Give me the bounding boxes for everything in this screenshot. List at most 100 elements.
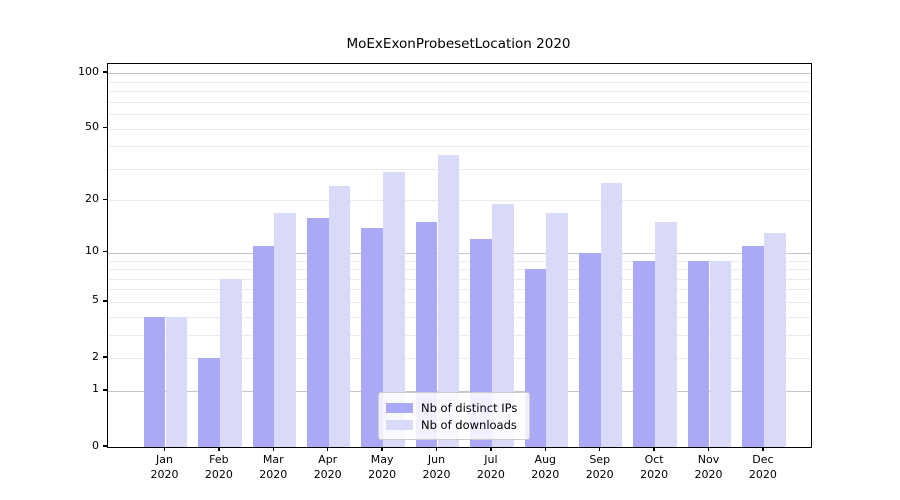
minor-gridline [108, 316, 811, 318]
legend-item-ips: Nb of distinct IPs [386, 399, 521, 416]
x-axis-tick-mark [490, 447, 492, 451]
x-axis-tick-mark [653, 447, 655, 451]
x-tick-month: Oct [644, 453, 664, 466]
x-tick-year: 2020 [259, 468, 288, 481]
bar-distinct-ips [415, 222, 438, 447]
bar-downloads [491, 204, 514, 447]
minor-gridline [108, 269, 811, 271]
bar-distinct-ips [687, 260, 710, 447]
bar-downloads [165, 316, 188, 447]
x-tick-month: Aug [534, 453, 557, 466]
x-tick-month: Dec [752, 453, 774, 466]
x-tick-year: 2020 [150, 468, 179, 481]
gridline-20 [108, 200, 811, 202]
bar-distinct-ips [361, 227, 384, 447]
minor-gridline [108, 334, 811, 336]
bar-downloads [219, 278, 242, 447]
bar-downloads [274, 212, 297, 447]
y-axis-tick-mark [103, 251, 107, 253]
x-tick-year: 2020 [748, 468, 777, 481]
y-axis-tick-label: 1 [92, 382, 99, 396]
x-tick-year: 2020 [531, 468, 560, 481]
x-tick-month: May [370, 453, 394, 466]
x-tick-month: Jun [427, 453, 446, 466]
bar-distinct-ips [633, 260, 656, 447]
chart-title: MoExExonProbesetLocation 2020 [346, 36, 571, 52]
legend-label-downloads: Nb of downloads [421, 417, 517, 432]
x-tick-year: 2020 [694, 468, 723, 481]
y-axis-tick-label: 50 [85, 120, 99, 134]
plot-area [107, 63, 812, 448]
minor-gridline [108, 278, 811, 280]
x-axis-tick-label: Jul 2020 [461, 452, 521, 482]
x-axis-tick-mark [218, 447, 220, 451]
x-tick-year: 2020 [313, 468, 342, 481]
y-axis-tick-mark [103, 126, 107, 129]
x-axis-tick-label: Oct 2020 [624, 452, 684, 482]
bar-distinct-ips [306, 217, 329, 447]
bar-distinct-ips [252, 245, 275, 447]
y-axis-tick-mark [103, 300, 107, 302]
x-tick-year: 2020 [585, 468, 614, 481]
gridline-1 [108, 390, 811, 392]
legend-label-ips: Nb of distinct IPs [421, 400, 518, 415]
minor-gridline [108, 101, 811, 103]
bar-downloads [546, 212, 569, 447]
x-axis-tick-mark [707, 447, 710, 451]
y-axis-tick-mark [103, 356, 107, 358]
x-axis-tick-label: Jan 2020 [135, 452, 195, 482]
minor-gridline [108, 114, 811, 116]
x-tick-year: 2020 [204, 468, 233, 481]
bar-distinct-ips [143, 316, 166, 447]
y-axis-tick-mark [103, 389, 107, 391]
x-axis-tick-label: Nov 2020 [679, 452, 739, 482]
bar-downloads [763, 233, 786, 447]
y-axis-tick-mark [103, 198, 107, 201]
x-axis-tick-label: Sep 2020 [570, 452, 630, 482]
legend: Nb of distinct IPs Nb of downloads [378, 392, 530, 440]
minor-gridline [108, 91, 811, 93]
x-tick-month: Jan [156, 453, 173, 466]
x-axis-tick-label: Aug 2020 [515, 452, 575, 482]
x-axis-tick-label: Dec 2020 [733, 452, 793, 482]
bar-distinct-ips [198, 358, 220, 447]
x-axis-tick-label: Jun 2020 [407, 452, 467, 482]
bar-downloads [383, 171, 405, 447]
bar-distinct-ips [742, 245, 764, 447]
legend-item-downloads: Nb of downloads [386, 416, 521, 433]
gridline-50 [108, 128, 811, 130]
y-axis-tick-mark [103, 445, 107, 447]
x-axis-tick-mark [599, 447, 601, 451]
x-tick-year: 2020 [368, 468, 397, 481]
bar-downloads [437, 154, 460, 447]
x-tick-year: 2020 [640, 468, 669, 481]
y-axis-tick-label: 20 [85, 191, 99, 205]
minor-gridline [108, 260, 811, 262]
y-axis-tick-label: 2 [92, 349, 99, 363]
x-axis-tick-mark [435, 447, 438, 451]
x-tick-month: Jul [484, 453, 498, 466]
x-axis-tick-mark [381, 447, 383, 451]
x-tick-month: Sep [589, 453, 611, 466]
gridline-10 [108, 252, 811, 254]
minor-gridline [108, 81, 811, 83]
gridline-5 [108, 301, 811, 303]
x-axis-tick-mark [544, 447, 546, 451]
y-axis-tick-label: 0 [92, 438, 99, 452]
y-axis-tick-label: 5 [92, 293, 99, 307]
x-tick-month: Nov [697, 453, 720, 466]
minor-gridline [108, 289, 811, 291]
legend-swatch-downloads [386, 419, 413, 430]
x-axis-tick-label: Mar 2020 [243, 452, 303, 482]
y-axis-tick-label: 10 [85, 244, 99, 258]
x-axis-tick-mark [327, 447, 329, 451]
minor-gridline [108, 146, 811, 148]
x-axis-tick-label: Feb 2020 [189, 452, 249, 482]
y-axis-tick-mark [103, 71, 107, 73]
y-axis-tick-label: 100 [78, 64, 99, 78]
x-tick-month: Mar [262, 453, 284, 466]
x-axis-tick-label: Apr 2020 [298, 452, 358, 482]
bar-downloads [600, 183, 623, 447]
gridline-2 [108, 358, 811, 360]
bar-downloads [655, 222, 677, 447]
